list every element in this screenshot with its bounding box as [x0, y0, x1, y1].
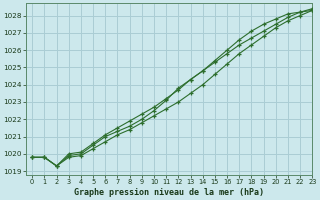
X-axis label: Graphe pression niveau de la mer (hPa): Graphe pression niveau de la mer (hPa): [74, 188, 264, 197]
